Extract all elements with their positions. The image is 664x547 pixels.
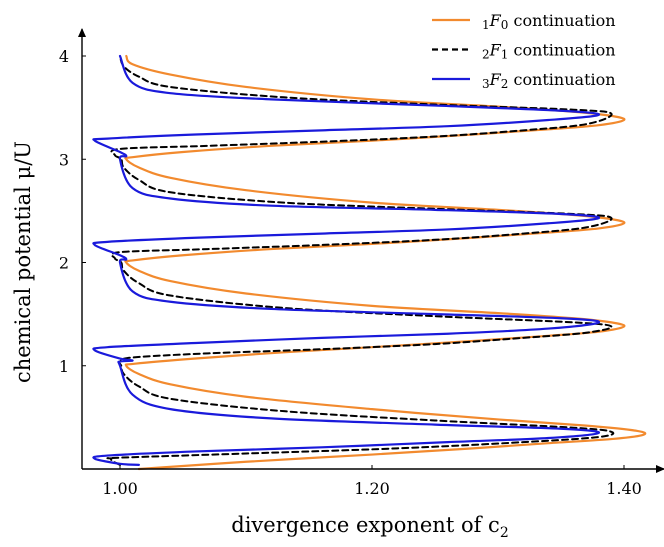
x-tick-label: 1.00 [102,479,138,498]
series-line-3 [92,54,600,466]
series-line-2 [106,55,615,466]
x-ticks: 1.00 1.20 1.40 [102,465,642,498]
x-tick-label: 1.20 [354,479,390,498]
y-tick-label: 4 [59,47,69,66]
y-tick-label: 1 [59,357,69,376]
x-axis-label: divergence exponent of c2 [231,513,508,541]
series-curves [92,54,647,471]
legend: 1F0 continuation 2F1 continuation 3F2 cont… [432,11,616,91]
legend-label: 3F2 continuation [482,70,616,91]
legend-label: 2F1 continuation [482,41,616,62]
y-axis-label: chemical potential μ/U [11,141,35,383]
x-tick-label: 1.40 [606,479,642,498]
y-ticks: 1 2 3 4 [59,47,86,376]
y-tick-label: 2 [59,254,69,273]
y-tick-label: 3 [59,150,69,169]
legend-label: 1F0 continuation [482,11,616,32]
